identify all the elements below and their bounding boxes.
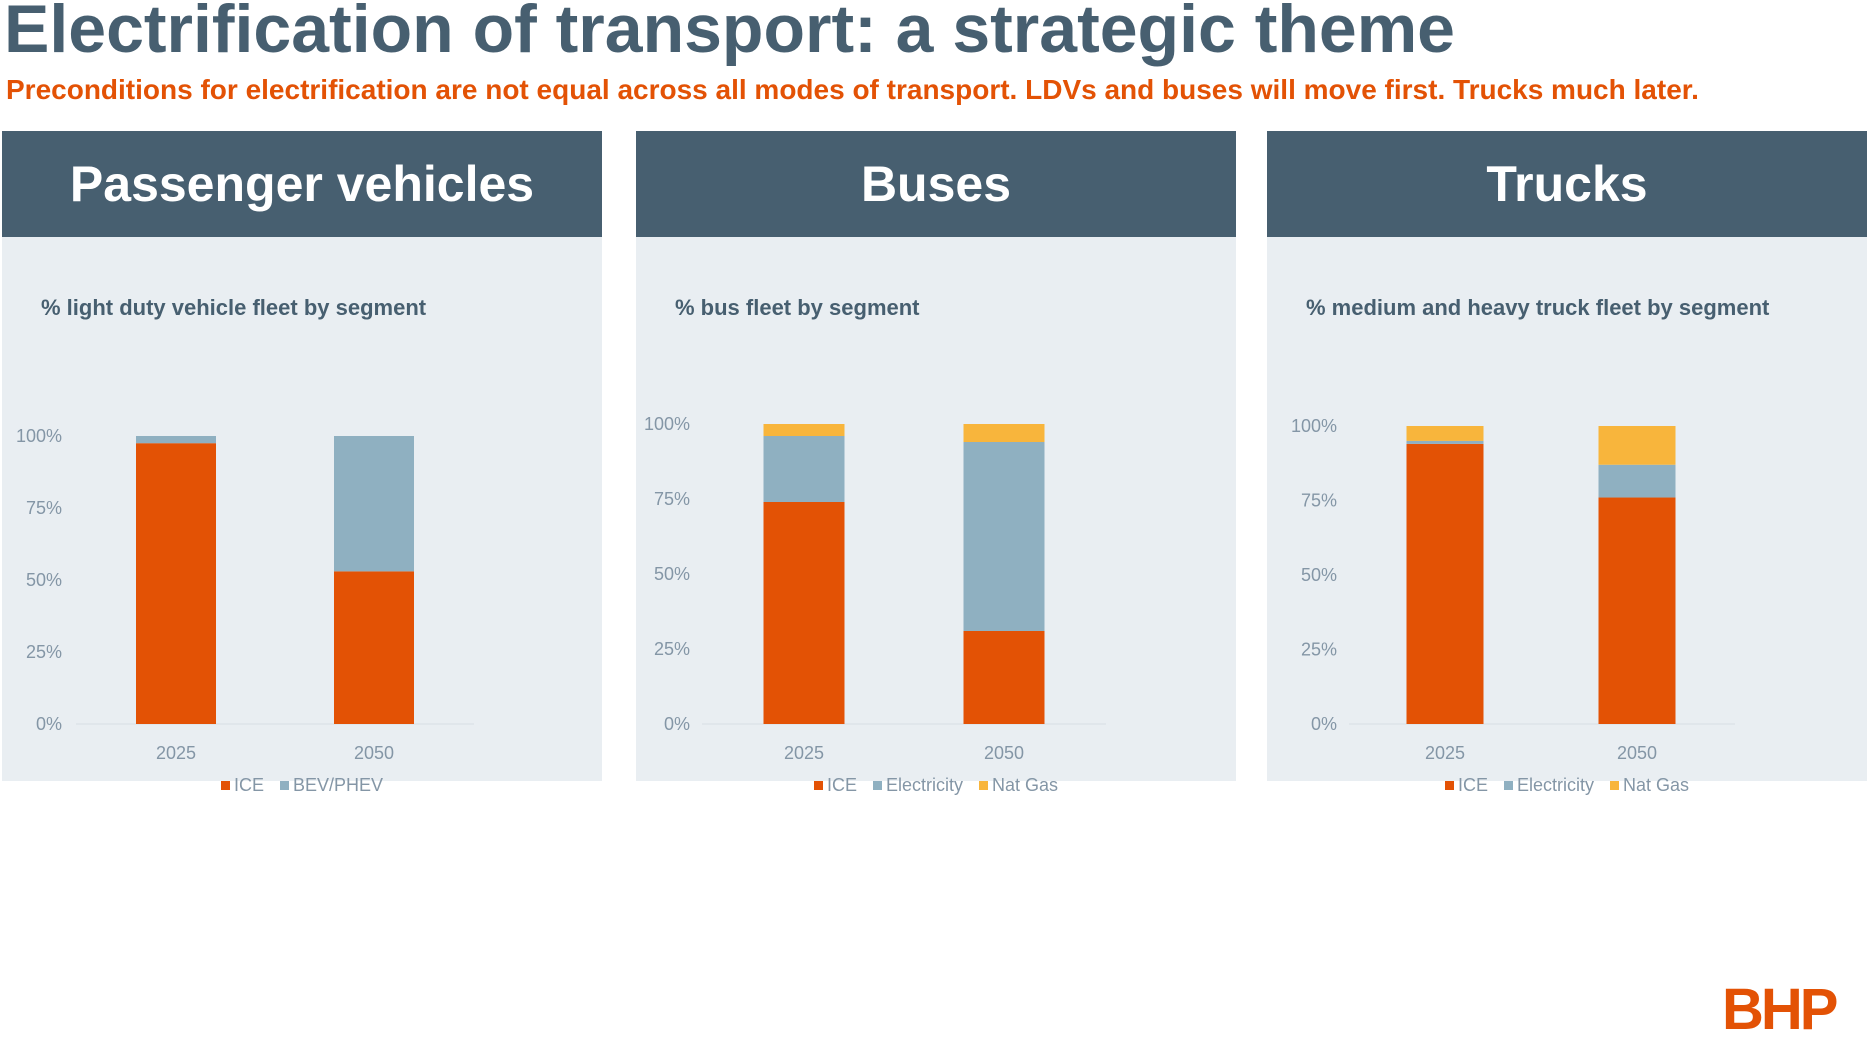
page-subtitle: Preconditions for electrification are no… (6, 74, 1699, 105)
x-tick-label: 2025 (784, 743, 824, 763)
bar-segment-electricity-2025 (1406, 440, 1484, 444)
x-tick-label: 2025 (156, 743, 196, 763)
legend-swatch (279, 781, 289, 790)
y-tick-label: 0% (1311, 714, 1337, 734)
x-tick-label: 2050 (984, 743, 1024, 763)
legend-item: Electricity (872, 775, 963, 796)
panel-trucks: Trucks % medium and heavy truck fleet by… (1267, 131, 1867, 781)
legend-swatch (220, 781, 230, 790)
chart-title: % medium and heavy truck fleet by segmen… (1306, 295, 1770, 320)
legend-swatch (1444, 781, 1454, 790)
legend-item: ICE (1444, 775, 1488, 796)
bar-segment-nat-gas-2025 (763, 424, 845, 436)
legend-item: Nat Gas (1610, 775, 1689, 796)
legend-item: ICE (220, 775, 264, 796)
y-tick-label: 0% (664, 714, 690, 734)
chart-passenger-vehicles: 0% 25% 50% 75% 100% 2025 2050 (16, 426, 474, 763)
legend-item: Nat Gas (979, 775, 1058, 796)
y-tick-label: 75% (1301, 491, 1337, 511)
bar-segment-nat-gas-2050 (963, 424, 1045, 442)
panel-buses: Buses % bus fleet by segment 0% 25% 50% 75%… (636, 131, 1236, 781)
bar-segment-ice-2025 (763, 502, 845, 724)
legend-label: ICE (233, 775, 264, 795)
x-tick-label: 2050 (1617, 743, 1657, 763)
bhp-logo: BHP (1722, 977, 1838, 1042)
chart-legend: ICE Electricity Nat Gas (636, 775, 1236, 796)
chart-title: % bus fleet by segment (675, 295, 920, 320)
legend-label: Nat Gas (992, 775, 1059, 795)
legend-label: Electricity (1516, 775, 1594, 795)
chart-buses: 0% 25% 50% 75% 100% 2025 2050 (644, 414, 1106, 763)
chart-legend: ICE Electricity Nat Gas (1267, 775, 1867, 796)
y-tick-label: 75% (26, 498, 62, 518)
bar-segment-electricity-2025 (763, 436, 845, 502)
y-tick-label: 100% (644, 414, 690, 434)
y-tick-label: 75% (654, 489, 690, 509)
bar-segment-bev-phev-2025 (136, 436, 216, 444)
panel-heading: Buses (636, 131, 1236, 237)
legend-item: ICE (813, 775, 857, 796)
y-tick-label: 50% (1301, 565, 1337, 585)
y-tick-label: 25% (654, 639, 690, 659)
panel-passenger-vehicles: Passenger vehicles % light duty vehicle … (2, 131, 602, 781)
chart-title: % light duty vehicle fleet by segment (41, 295, 427, 320)
y-tick-label: 25% (26, 642, 62, 662)
y-tick-label: 50% (26, 570, 62, 590)
panel-heading: Passenger vehicles (2, 131, 602, 237)
panel-heading: Trucks (1267, 131, 1867, 237)
bar-segment-nat-gas-2025 (1406, 426, 1484, 441)
legend-label: Electricity (885, 775, 963, 795)
legend-swatch (1610, 781, 1619, 790)
legend-swatch (979, 781, 988, 790)
bar-segment-ice-2050 (963, 631, 1045, 724)
bar-segment-electricity-2050 (1598, 464, 1676, 498)
legend-swatch (813, 781, 823, 790)
x-tick-label: 2050 (354, 743, 394, 763)
legend-label: Nat Gas (1623, 775, 1690, 795)
bar-segment-ice-2025 (1406, 443, 1484, 724)
legend-swatch (1503, 781, 1513, 790)
legend-item: Electricity (1503, 775, 1594, 796)
chart-legend: ICE BEV/PHEV (2, 775, 602, 796)
legend-item: BEV/PHEV (279, 775, 384, 796)
y-tick-label: 0% (36, 714, 62, 734)
bar-segment-electricity-2050 (963, 442, 1045, 631)
bar-segment-ice-2050 (1598, 497, 1676, 724)
x-tick-label: 2025 (1425, 743, 1465, 763)
y-tick-label: 100% (16, 426, 62, 446)
legend-label: ICE (1457, 775, 1488, 795)
bar-segment-bev-phev-2050 (334, 436, 414, 572)
page-title: Electrification of transport: a strategi… (4, 0, 1455, 67)
chart-trucks: 0% 25% 50% 75% 100% 2025 2050 (1291, 416, 1735, 763)
legend-label: BEV/PHEV (292, 775, 384, 795)
y-tick-label: 50% (654, 564, 690, 584)
bar-segment-ice-2050 (334, 571, 414, 724)
bar-segment-ice-2025 (136, 443, 216, 724)
legend-label: ICE (826, 775, 857, 795)
bar-segment-nat-gas-2050 (1598, 426, 1676, 465)
y-tick-label: 100% (1291, 416, 1337, 436)
y-tick-label: 25% (1301, 640, 1337, 660)
legend-swatch (872, 781, 882, 790)
